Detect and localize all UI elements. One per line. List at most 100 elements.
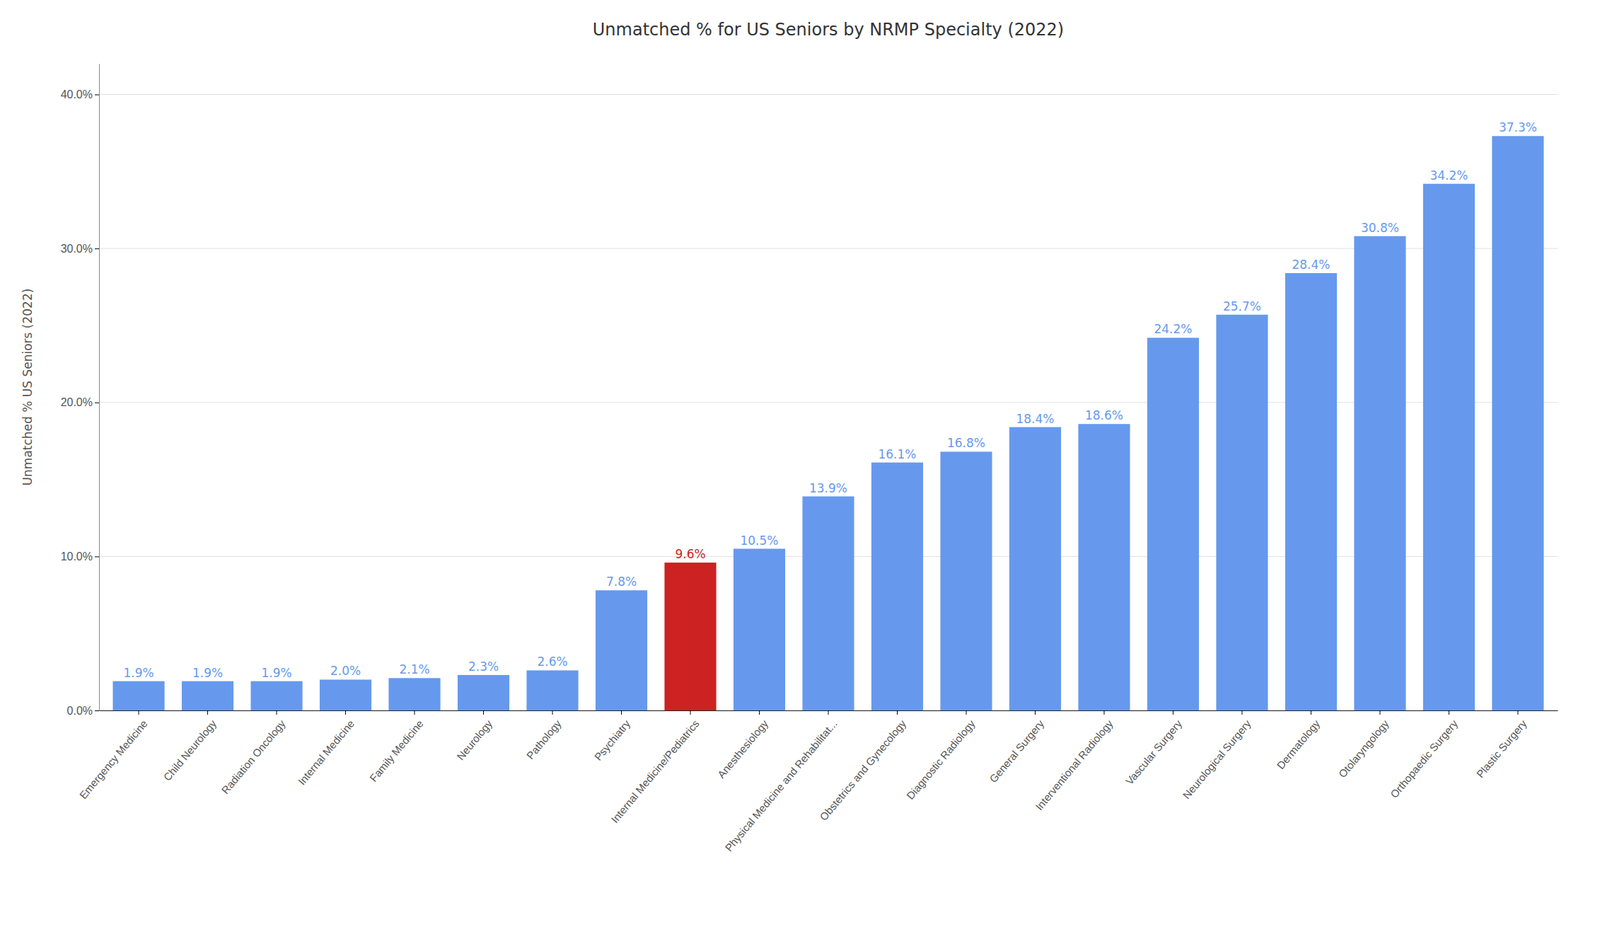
data-label: 1.9% bbox=[192, 665, 223, 680]
x-tick: Vascular Surgery bbox=[1123, 710, 1185, 787]
tick-label: Emergency Medicine bbox=[77, 717, 150, 801]
grid-line bbox=[99, 248, 1558, 249]
tick-label: Anesthesiology bbox=[715, 717, 771, 781]
tick-mark bbox=[94, 402, 100, 404]
bar bbox=[1491, 135, 1544, 711]
y-tick: 30.0% bbox=[60, 242, 100, 255]
x-tick: Neurological Surgery bbox=[1180, 710, 1254, 801]
tick-mark bbox=[1172, 710, 1174, 715]
x-tick: Internal Medicine/Pediatrics bbox=[608, 710, 701, 825]
tick-label: 10.0% bbox=[60, 550, 93, 563]
tick-mark bbox=[1241, 710, 1243, 715]
bar bbox=[871, 462, 924, 711]
axis-line bbox=[99, 64, 100, 711]
tick-mark bbox=[276, 710, 278, 715]
tick-mark bbox=[345, 710, 346, 715]
x-tick: Interventional Radiology bbox=[1032, 710, 1116, 813]
tick-label: Family Medicine bbox=[367, 717, 426, 784]
tick-mark bbox=[207, 710, 208, 715]
tick-mark bbox=[483, 710, 484, 715]
x-tick: Emergency Medicine bbox=[77, 710, 150, 801]
grid-line bbox=[99, 401, 1558, 403]
tick-mark bbox=[94, 94, 100, 96]
bar bbox=[1147, 337, 1199, 711]
tick-mark bbox=[1034, 710, 1036, 715]
tick-label: Internal Medicine/Pediatrics bbox=[608, 717, 701, 825]
data-label: 18.4% bbox=[1015, 411, 1054, 426]
x-tick: Orthopaedic Surgery bbox=[1387, 710, 1460, 800]
tick-mark bbox=[1517, 710, 1518, 715]
tick-label: 20.0% bbox=[60, 396, 93, 409]
x-tick: Otolaryngology bbox=[1336, 710, 1392, 780]
tick-mark bbox=[896, 710, 898, 715]
tick-mark bbox=[828, 710, 830, 715]
bar bbox=[526, 669, 578, 711]
x-tick: Dermatology bbox=[1273, 710, 1323, 771]
bar bbox=[1215, 314, 1268, 711]
bar bbox=[1077, 423, 1130, 711]
chart: 0.0% 10.0% 20.0% 30.0% 40.0% Emergency Medici… bbox=[0, 0, 1600, 951]
tick-label: Plastic Surgery bbox=[1474, 717, 1530, 781]
bar bbox=[181, 681, 234, 711]
tick-mark bbox=[1310, 710, 1312, 715]
tick-label: 40.0% bbox=[60, 88, 93, 101]
bar bbox=[1423, 183, 1475, 711]
y-tick: 20.0% bbox=[60, 396, 100, 409]
x-tick: Anesthesiology bbox=[715, 710, 771, 781]
x-tick: Neurology bbox=[454, 710, 495, 762]
tick-label: Child Neurology bbox=[161, 717, 220, 784]
tick-label: Orthopaedic Surgery bbox=[1387, 717, 1460, 800]
tick-mark bbox=[414, 710, 416, 715]
bars bbox=[112, 135, 1544, 711]
data-label: 37.3% bbox=[1498, 120, 1538, 135]
data-label: 2.6% bbox=[536, 654, 568, 669]
data-label: 18.6% bbox=[1085, 408, 1124, 423]
data-labels: 1.9%1.9%1.9%2.0%2.1%2.3%2.6%7.8%9.6%10.5… bbox=[123, 120, 1537, 680]
tick-mark bbox=[1448, 710, 1450, 715]
tick-label: Dermatology bbox=[1273, 717, 1323, 771]
bar bbox=[112, 681, 165, 711]
bar bbox=[1285, 273, 1337, 711]
data-label: 2.0% bbox=[330, 663, 361, 678]
tick-mark bbox=[690, 710, 692, 715]
bar bbox=[388, 677, 440, 711]
plot: 0.0% 10.0% 20.0% 30.0% 40.0% Emergency Medici… bbox=[60, 64, 1559, 854]
tick-label: Otolaryngology bbox=[1336, 717, 1392, 781]
data-label: 34.2% bbox=[1429, 168, 1468, 183]
tick-label: Neurological Surgery bbox=[1180, 717, 1254, 802]
bar bbox=[1353, 236, 1406, 711]
data-label: 10.5% bbox=[739, 533, 779, 548]
tick-label: General Surgery bbox=[986, 717, 1047, 786]
x-tick: Radiation Oncology bbox=[219, 710, 288, 796]
tick-label: Internal Medicine bbox=[295, 717, 357, 787]
data-label: 30.8% bbox=[1360, 220, 1400, 235]
tick-mark bbox=[94, 710, 100, 711]
x-tick: Child Neurology bbox=[161, 710, 220, 784]
data-label: 2.3% bbox=[468, 659, 499, 674]
x-tick: Pathology bbox=[524, 710, 564, 762]
y-tick: 40.0% bbox=[60, 88, 100, 101]
data-label: 1.9% bbox=[261, 665, 292, 680]
tick-label: Physical Medicine and Rehabilitat... bbox=[722, 717, 839, 854]
bar bbox=[250, 681, 303, 711]
x-tick: Internal Medicine bbox=[295, 710, 357, 787]
x-tick: Psychiatry bbox=[592, 710, 634, 763]
tick-label: Radiation Oncology bbox=[219, 717, 288, 797]
tick-mark bbox=[552, 710, 554, 715]
tick-mark bbox=[758, 710, 760, 715]
bar bbox=[595, 589, 648, 711]
data-label: 1.9% bbox=[123, 665, 154, 680]
tick-mark bbox=[138, 710, 140, 715]
data-label: 16.8% bbox=[947, 435, 986, 450]
tick-label: Vascular Surgery bbox=[1123, 717, 1185, 788]
x-tick: Obstetrics and Gynecology bbox=[816, 710, 909, 823]
data-label: 28.4% bbox=[1291, 257, 1330, 272]
tick-mark bbox=[965, 710, 967, 715]
y-tick: 0.0% bbox=[67, 704, 100, 717]
tick-label: Pathology bbox=[524, 717, 564, 762]
y-tick: 10.0% bbox=[60, 550, 100, 563]
x-tick: Plastic Surgery bbox=[1474, 710, 1530, 780]
x-tick: Diagnostic Radiology bbox=[903, 710, 978, 802]
bar bbox=[802, 496, 854, 711]
tick-mark bbox=[1103, 710, 1105, 715]
